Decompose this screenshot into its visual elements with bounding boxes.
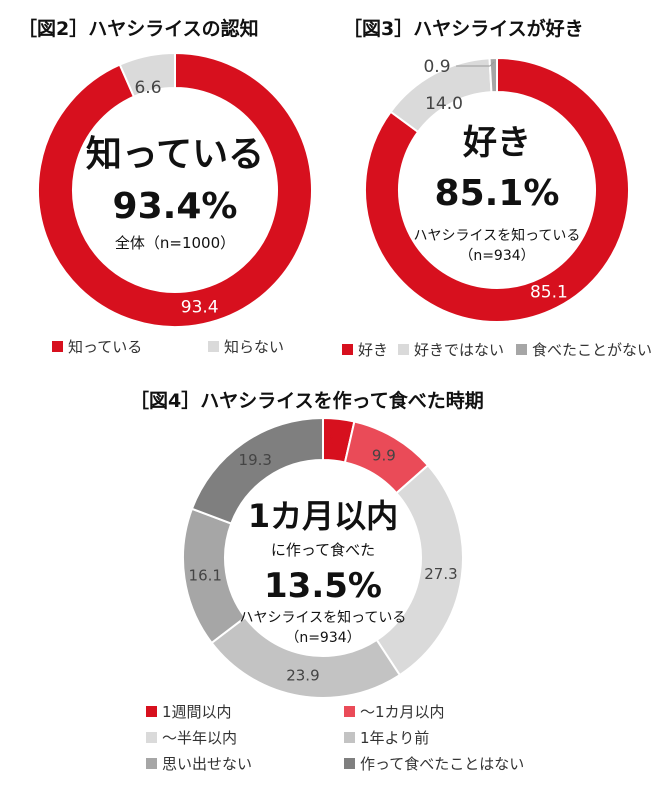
data-label-2: 6.6 bbox=[134, 78, 161, 98]
chart4-title: ［図4］ハヤシライスを作って食べた時期 bbox=[130, 390, 484, 412]
chart4-legend-item-3: ～半年以内 bbox=[146, 727, 237, 748]
data-label-4: 23.9 bbox=[286, 666, 319, 684]
legend-label: 思い出せない bbox=[162, 755, 253, 773]
chart3-legend-item-dislike: 好きではない bbox=[398, 339, 504, 360]
chart4-legend-item-1: 1週間以内 bbox=[146, 701, 232, 722]
donut-chart-awareness: 93.4 6.6 bbox=[37, 51, 313, 328]
legend-label: ～半年以内 bbox=[162, 729, 238, 747]
legend-label: 作って食べたことはない bbox=[360, 755, 525, 773]
legend-swatch bbox=[344, 706, 355, 717]
chart3-center-heading: 好き bbox=[462, 123, 531, 163]
legend-swatch bbox=[516, 344, 527, 355]
chart2-center-heading: 知っている bbox=[86, 134, 264, 175]
chart4-center-note2: （n=934） bbox=[285, 630, 360, 646]
data-label-5: 16.1 bbox=[189, 566, 222, 584]
slice-6 bbox=[190, 416, 324, 525]
chart4-legend-item-6: 作って食べたことはない bbox=[344, 753, 524, 774]
legend-swatch bbox=[344, 732, 355, 743]
chart2-center-value: 93.4% bbox=[113, 186, 238, 227]
chart3-legend-item-like: 好き bbox=[342, 339, 388, 360]
chart4-legend-item-4: 1年より前 bbox=[344, 727, 429, 748]
chart4-center-note: ハヤシライスを知っている bbox=[240, 609, 407, 626]
chart2-legend-item-unknown: 知らない bbox=[208, 336, 284, 357]
data-label-1: 93.4 bbox=[181, 297, 219, 317]
legend-label: 食べたことがない bbox=[532, 341, 653, 359]
donut-chart-cooking-timing: 3.6 9.9 27.3 23.9 16.1 19.3 bbox=[182, 416, 464, 699]
chart3-title: ［図3］ハヤシライスが好き bbox=[343, 18, 584, 40]
legend-label: 好きではない bbox=[414, 341, 505, 359]
legend-swatch bbox=[344, 758, 355, 769]
legend-swatch bbox=[208, 341, 219, 352]
data-label-2: 14.0 bbox=[425, 94, 463, 114]
legend-swatch bbox=[52, 341, 63, 352]
slice-2 bbox=[118, 51, 176, 98]
legend-label: 好き bbox=[358, 341, 389, 359]
slice-3 bbox=[488, 56, 498, 94]
legend-label: ～1カ月以内 bbox=[360, 703, 445, 721]
chart2-title: ［図2］ハヤシライスの認知 bbox=[18, 18, 259, 40]
legend-label: 1年より前 bbox=[360, 729, 430, 747]
data-label-2: 9.9 bbox=[372, 447, 396, 465]
data-label-3: 0.9 bbox=[423, 57, 450, 77]
chart4-legend-item-5: 思い出せない bbox=[146, 753, 252, 774]
legend-swatch bbox=[146, 706, 157, 717]
legend-label: 1週間以内 bbox=[162, 703, 232, 721]
chart4-center-value: 13.5% bbox=[264, 566, 382, 606]
chart4-center-heading: 1カ月以内 bbox=[248, 497, 398, 535]
legend-swatch bbox=[146, 758, 157, 769]
chart4-legend-item-2: ～1カ月以内 bbox=[344, 701, 445, 722]
legend-label: 知っている bbox=[68, 338, 143, 356]
data-label-1: 85.1 bbox=[530, 283, 568, 303]
chart3-center-value: 85.1% bbox=[435, 173, 560, 214]
chart2-center-note: 全体（n=1000） bbox=[115, 234, 235, 252]
legend-swatch bbox=[398, 344, 409, 355]
slice-1 bbox=[364, 56, 630, 323]
legend-swatch bbox=[342, 344, 353, 355]
slice-1 bbox=[37, 51, 313, 328]
data-label-1: 3.6 bbox=[324, 431, 348, 449]
chart4-center-sub: に作って食べた bbox=[271, 541, 375, 559]
data-label-3: 27.3 bbox=[424, 565, 457, 583]
chart3-center-note: ハヤシライスを知っている bbox=[414, 227, 581, 244]
leader-line bbox=[456, 61, 495, 67]
data-label-6: 19.3 bbox=[239, 451, 272, 469]
chart3-legend-item-never-eaten: 食べたことがない bbox=[516, 339, 652, 360]
chart2-legend-item-known: 知っている bbox=[52, 336, 142, 357]
donut-chart-liking: 85.1 14.0 0.9 bbox=[364, 56, 630, 323]
legend-swatch bbox=[146, 732, 157, 743]
chart3-center-note2: （n=934） bbox=[459, 248, 534, 264]
legend-label: 知らない bbox=[224, 338, 285, 356]
